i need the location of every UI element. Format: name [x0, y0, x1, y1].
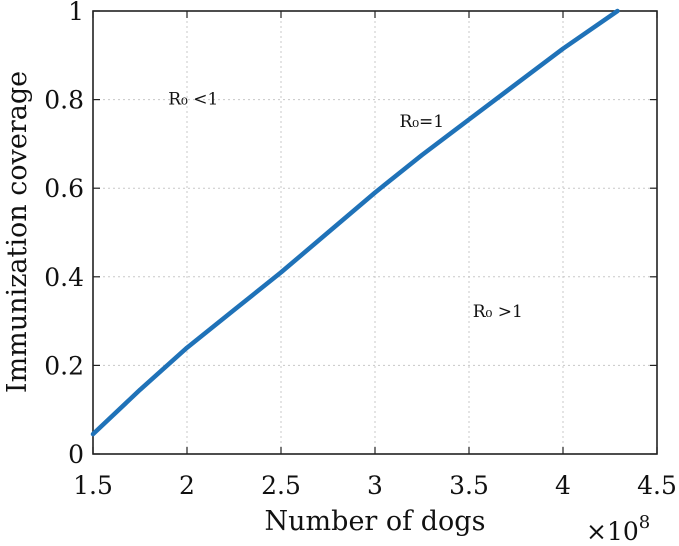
series-line [90, 8, 620, 437]
y-axis-label: Immunization coverage [2, 71, 33, 393]
x-tick-label: 2 [179, 471, 195, 500]
x-tick-label: 1.5 [73, 471, 113, 500]
tick-marks [92, 10, 658, 455]
region-annotation: R₀ >1 [473, 302, 523, 322]
y-tick-label: 0 [68, 440, 84, 469]
x-tick-label: 3 [367, 471, 383, 500]
y-tick-label: 0.4 [44, 263, 84, 292]
x-axis-multiplier-base: ×10 [586, 517, 639, 546]
y-tick-labels: 0 0.2 0.4 0.6 0.8 1 [44, 0, 84, 469]
series-layer [90, 8, 620, 437]
region-annotation: R₀=1 [399, 112, 444, 132]
annotations: R₀ <1 R₀=1 R₀ >1 [168, 90, 523, 323]
region-annotation: R₀ <1 [168, 90, 218, 110]
x-axis-multiplier: ×108 [586, 512, 650, 546]
x-tick-label: 3.5 [449, 471, 489, 500]
y-tick-label: 0.2 [44, 351, 84, 380]
y-tick-label: 0.6 [44, 174, 84, 203]
y-tick-label: 0.8 [44, 86, 84, 115]
x-tick-label: 4 [555, 471, 571, 500]
x-tick-label: 2.5 [261, 471, 301, 500]
x-axis-multiplier-exponent: 8 [639, 512, 650, 533]
x-tick-label: 4.5 [637, 471, 677, 500]
x-tick-labels: 1.5 2 2.5 3 3.5 4 4.5 [73, 471, 677, 500]
x-axis-label: Number of dogs [265, 506, 486, 537]
y-tick-label: 1 [68, 0, 84, 26]
grid [93, 11, 657, 454]
